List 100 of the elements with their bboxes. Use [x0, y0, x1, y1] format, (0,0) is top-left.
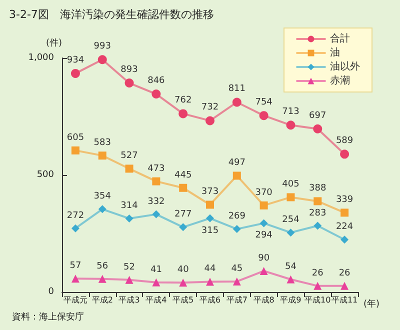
point [286, 228, 295, 237]
data-label: 893 [120, 65, 138, 76]
data-label: 90 [258, 253, 270, 264]
point [313, 124, 322, 134]
point [125, 214, 134, 223]
data-label: 846 [148, 76, 166, 86]
data-label: 54 [285, 262, 297, 272]
point [206, 200, 214, 209]
data-label: 697 [309, 110, 326, 121]
x-tick-label: 平成元 [63, 296, 88, 304]
point [286, 275, 295, 284]
data-label: 283 [309, 208, 326, 218]
data-label: 405 [282, 180, 300, 190]
x-tick-label: 平成4 [146, 296, 167, 304]
x-tick-label: 平成9 [280, 296, 302, 304]
data-label: 57 [70, 261, 82, 272]
x-tick-label: 平成3 [118, 296, 140, 304]
data-label: 589 [336, 136, 354, 146]
data-label: 224 [336, 222, 354, 232]
point [179, 184, 188, 192]
point [152, 210, 160, 218]
data-label: 993 [94, 42, 111, 52]
data-label: 762 [174, 96, 192, 106]
x-tick-label: 平成5 [172, 296, 194, 304]
x-axis-title: (年) [364, 298, 380, 310]
point [206, 214, 214, 222]
data-label: 497 [228, 158, 246, 168]
data-label: 52 [124, 262, 135, 272]
point [286, 120, 296, 130]
point [260, 201, 268, 210]
x-tick-label: 平成6 [199, 296, 221, 304]
data-label: 41 [150, 264, 162, 275]
point [179, 278, 188, 287]
data-label: 473 [148, 164, 165, 174]
point [98, 274, 106, 283]
x-tick-label: 平成2 [92, 296, 113, 304]
data-label: 314 [120, 201, 138, 212]
point [259, 111, 268, 120]
chart-title: 3-2-7図 海洋汚染の発生確認件数の推移 [9, 8, 214, 21]
data-label: 26 [312, 268, 324, 278]
data-label: 254 [282, 215, 300, 226]
point [179, 223, 188, 232]
x-tick-label: 平成10 [304, 296, 331, 304]
point [125, 164, 134, 173]
point [70, 68, 80, 78]
point [232, 98, 242, 107]
point [125, 276, 134, 284]
point [71, 274, 80, 283]
data-label: 373 [201, 187, 219, 198]
point [260, 266, 268, 275]
data-label: 40 [177, 265, 190, 276]
point [71, 224, 80, 232]
y-axis-title: (件) [46, 38, 62, 48]
legend-label: 油 [330, 46, 340, 58]
point [314, 197, 322, 206]
point [340, 236, 349, 244]
legend-label: 油以外 [330, 60, 360, 72]
legend-label: 赤潮 [330, 74, 350, 86]
point [260, 219, 268, 228]
point [286, 193, 295, 202]
data-label: 583 [94, 138, 111, 148]
point [152, 90, 161, 99]
point [314, 222, 322, 230]
legend-label: 合計 [330, 32, 350, 44]
x-tick-label: 平成11 [331, 296, 358, 304]
point [98, 152, 106, 160]
point [206, 116, 214, 126]
data-label: 56 [96, 261, 108, 272]
data-label: 527 [120, 151, 138, 162]
point [206, 278, 214, 286]
point [232, 172, 241, 180]
point [314, 282, 322, 290]
point [340, 208, 349, 217]
data-label: 315 [201, 226, 219, 236]
x-tick-label: 平成8 [253, 296, 274, 304]
point [152, 177, 160, 186]
data-label: 732 [201, 102, 219, 113]
data-label: 26 [338, 268, 351, 278]
point [232, 225, 241, 234]
data-label: 294 [255, 230, 273, 241]
y-tick-label: 1,000 [28, 53, 54, 63]
data-label: 934 [66, 55, 84, 66]
data-label: 44 [204, 264, 216, 274]
data-label: 445 [174, 170, 192, 180]
data-label: 388 [309, 184, 326, 194]
point [152, 278, 160, 286]
point [340, 282, 349, 290]
data-label: 713 [282, 107, 300, 118]
data-label: 269 [228, 212, 246, 222]
text: 資料：海上保安庁 [12, 312, 84, 322]
point [340, 150, 350, 159]
data-label: 605 [66, 132, 84, 143]
data-label: 811 [228, 84, 246, 94]
data-label: 354 [94, 192, 112, 202]
data-label: 754 [255, 98, 273, 108]
data-label: 45 [231, 264, 243, 274]
x-tick-label: 平成7 [226, 296, 248, 304]
data-label: 272 [66, 210, 84, 221]
data-label: 332 [148, 196, 165, 207]
point [98, 55, 107, 64]
